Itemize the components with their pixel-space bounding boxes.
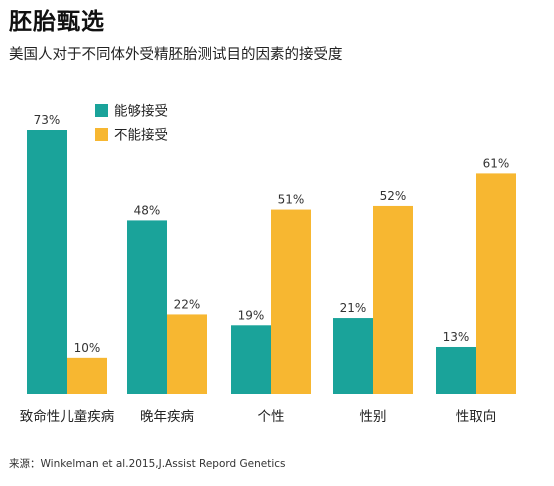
bar-reject-0 — [67, 357, 107, 394]
bar-reject-3 — [373, 205, 413, 394]
source-note: 来源：Winkelman et al.2015,J.Assist Repord … — [9, 458, 286, 470]
bar-accept-3 — [333, 318, 373, 394]
bar-accept-4 — [436, 346, 476, 394]
legend-label-0: 能够接受 — [114, 103, 168, 120]
legend-swatch-0 — [95, 104, 108, 117]
data-label-reject-0: 10% — [74, 341, 101, 355]
legend-swatch-1 — [95, 128, 108, 141]
category-label-4: 性取向 — [456, 409, 497, 425]
data-label-accept-4: 13% — [443, 330, 470, 344]
bar-accept-1 — [127, 220, 167, 394]
bar-reject-4 — [476, 173, 516, 394]
bar-accept-2 — [231, 325, 271, 394]
bar-reject-1 — [167, 314, 207, 394]
bar-reject-2 — [271, 209, 311, 394]
data-label-reject-4: 61% — [483, 156, 510, 170]
category-label-0: 致命性儿童疾病 — [20, 408, 115, 425]
category-label-3: 性别 — [360, 409, 387, 425]
category-label-2: 个性 — [258, 409, 285, 425]
data-label-accept-3: 21% — [340, 301, 367, 315]
bar-accept-0 — [27, 130, 67, 394]
data-label-accept-2: 19% — [238, 308, 265, 322]
data-label-accept-1: 48% — [134, 203, 161, 217]
chart-title: 胚胎甄选 — [9, 9, 105, 35]
data-label-reject-2: 51% — [278, 193, 305, 207]
legend-label-1: 不能接受 — [114, 127, 168, 144]
category-label-1: 晚年疾病 — [140, 409, 194, 425]
data-label-reject-1: 22% — [174, 297, 201, 311]
chart-subtitle: 美国人对于不同体外受精胚胎测试目的因素的接受度 — [9, 47, 343, 63]
data-label-reject-3: 52% — [380, 189, 407, 203]
data-label-accept-0: 73% — [34, 113, 61, 127]
bar-chart: 73% 10% 致命性儿童疾病 48% 22% 晚年疾病 19% 51% 个性 21% 52% 性别 1… — [20, 103, 516, 425]
